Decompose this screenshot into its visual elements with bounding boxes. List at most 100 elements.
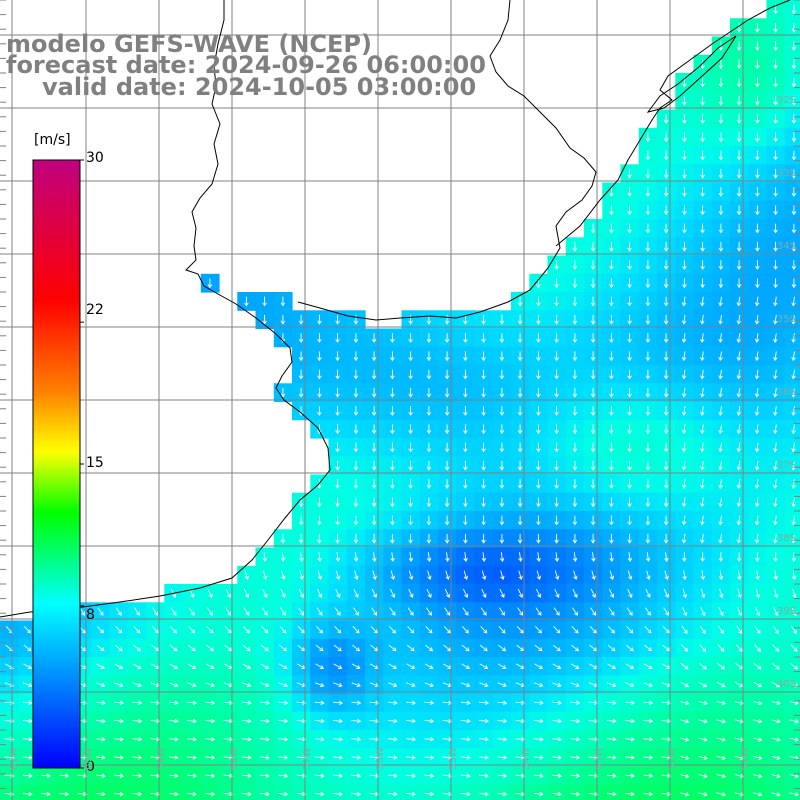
wind-arrow (625, 700, 635, 706)
wind-arrow (353, 552, 359, 562)
wind-arrow (663, 588, 669, 598)
wind-arrow (716, 700, 727, 706)
wind-arrow (627, 260, 632, 270)
wind-arrow (444, 333, 450, 343)
wind-arrow (572, 515, 578, 526)
speed-cell (0, 784, 19, 800)
wind-arrow (296, 755, 307, 760)
coastline-uruguay (297, 0, 597, 321)
wind-arrow (481, 479, 486, 489)
wind-arrow (353, 333, 359, 343)
wind-arrow (789, 792, 800, 797)
wind-arrow (552, 755, 562, 760)
speed-cell (784, 346, 800, 366)
wind-arrow (533, 791, 544, 797)
wind-arrow (609, 333, 614, 343)
wind-arrow (371, 515, 377, 526)
wind-arrow (517, 387, 523, 398)
wind-arrow (625, 682, 635, 688)
wind-arrow (499, 607, 505, 616)
wind-arrow (443, 625, 451, 634)
speed-cell (36, 784, 56, 800)
wind-arrow (114, 663, 124, 669)
wind-arrow (317, 369, 322, 380)
speed-cell (748, 784, 768, 800)
wind-arrow (609, 260, 614, 270)
wind-arrow (168, 773, 179, 779)
wind-arrow (571, 644, 580, 652)
wind-arrow (625, 737, 635, 742)
wind-arrow (187, 755, 197, 760)
wind-arrow (481, 442, 486, 453)
wind-arrow (663, 387, 669, 398)
wind-arrow (517, 515, 523, 526)
wind-arrow (773, 479, 778, 489)
wind-arrow (481, 406, 486, 416)
wind-arrow (791, 22, 797, 33)
wind-arrow (115, 607, 122, 616)
wind-arrow (627, 351, 632, 362)
wind-arrow (552, 737, 562, 742)
forecast-date-title: forecast date: 2024-09-26 06:00:00 (6, 51, 486, 79)
wind-arrow (371, 607, 378, 616)
wind-arrow (754, 515, 760, 526)
wind-arrow (223, 755, 234, 760)
lon-label: 52W (667, 747, 678, 770)
wind-arrow (608, 607, 615, 616)
wind-arrow (205, 755, 216, 760)
wind-arrow (352, 644, 361, 652)
wind-arrow (700, 533, 705, 544)
wind-arrow (262, 570, 268, 581)
wind-arrow (552, 644, 561, 652)
wind-arrow (461, 644, 470, 652)
wind-arrow (536, 552, 541, 562)
wind-arrow (606, 755, 617, 760)
wind-arrow (609, 442, 614, 453)
wind-arrow (314, 700, 325, 706)
wind-arrow (333, 718, 343, 724)
wind-arrow (515, 700, 526, 706)
wind-arrow (682, 205, 687, 216)
wind-arrow (335, 552, 341, 562)
wind-arrow (41, 773, 51, 779)
wind-arrow (150, 718, 161, 724)
wind-arrow (480, 625, 488, 634)
wind-arrow (661, 718, 672, 724)
wind-arrow (536, 296, 541, 307)
wind-arrow (77, 773, 88, 779)
wind-arrow (718, 150, 724, 161)
wind-arrow (223, 737, 234, 742)
wind-arrow (351, 682, 361, 688)
wind-arrow (737, 570, 742, 581)
speed-cell (492, 784, 512, 800)
wind-arrow (572, 296, 578, 307)
wind-arrow (387, 791, 398, 797)
wind-arrow (497, 737, 508, 742)
speed-cell (784, 383, 800, 403)
wind-arrow (23, 625, 31, 634)
wind-arrow (207, 278, 213, 289)
wind-arrow (241, 755, 252, 760)
wind-arrow (408, 351, 413, 362)
wind-arrow (353, 351, 359, 362)
lon-label: 58W (229, 747, 240, 770)
wind-arrow (424, 773, 435, 779)
speed-cell (766, 784, 786, 800)
speed-cell (784, 365, 800, 384)
wind-arrow (791, 132, 797, 143)
wind-arrow (297, 625, 305, 634)
wind-arrow (187, 718, 197, 724)
speed-cell (784, 584, 800, 603)
wind-arrow (754, 497, 760, 508)
wind-arrow (554, 497, 559, 508)
wind-arrow (335, 351, 340, 362)
wind-arrow (590, 607, 597, 616)
wind-arrow (552, 700, 562, 706)
wind-arrow (680, 681, 690, 688)
wind-arrow (95, 700, 106, 706)
wind-arrow (700, 260, 705, 270)
wind-arrow (335, 533, 340, 544)
wind-arrow (243, 588, 250, 598)
wind-arrow (444, 424, 450, 435)
wind-arrow (426, 607, 432, 616)
